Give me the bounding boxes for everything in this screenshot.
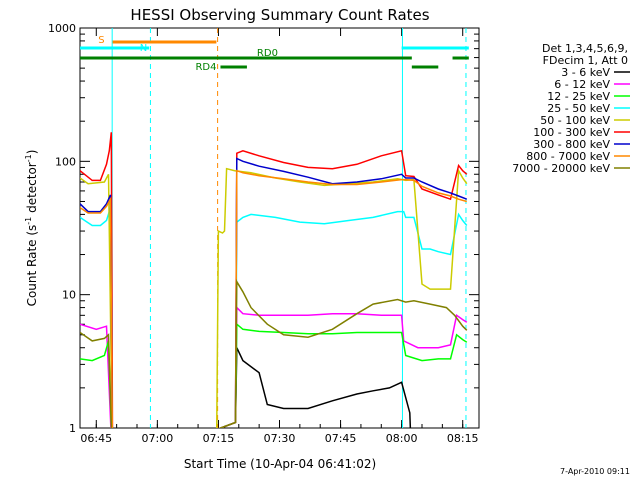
y-tick-label: 1000 bbox=[48, 22, 76, 35]
legend-label: 800 - 7000 keV bbox=[526, 150, 610, 163]
x-tick-label: 06:45 bbox=[80, 432, 112, 445]
legend-label: 300 - 800 keV bbox=[533, 138, 610, 151]
x-axis-label: Start Time (10-Apr-04 06:41:02) bbox=[184, 457, 376, 471]
flag-label: RD0 bbox=[257, 48, 278, 59]
series-line bbox=[80, 207, 468, 428]
flag-label: S bbox=[98, 35, 104, 46]
x-tick-label: 08:15 bbox=[447, 432, 479, 445]
series-line bbox=[80, 305, 468, 428]
flag-label: N bbox=[140, 43, 147, 54]
legend-label: 12 - 25 keV bbox=[547, 90, 610, 103]
flag-bars: S N RD0 RD4 bbox=[80, 35, 469, 73]
chart-title: HESSI Observing Summary Count Rates bbox=[130, 6, 429, 24]
legend: Det 1,3,4,5,6,9, FDecim 1, Att 0 3 - 6 k… bbox=[512, 42, 630, 175]
plot-frame bbox=[79, 27, 480, 429]
x-tick-label: 07:45 bbox=[325, 432, 357, 445]
flag-label: RD4 bbox=[195, 62, 216, 73]
legend-label: 50 - 100 keV bbox=[540, 114, 610, 127]
x-axis: 06:45 07:00 07:15 07:30 07:45 08:00 08:15 bbox=[80, 28, 479, 445]
x-tick-label: 07:00 bbox=[142, 432, 174, 445]
series-line bbox=[80, 157, 468, 428]
legend-label: 6 - 12 keV bbox=[554, 78, 610, 91]
legend-header-1: Det 1,3,4,5,6,9, bbox=[542, 42, 628, 55]
y-axis-label: Count Rate (s-1 detector-1) bbox=[24, 150, 39, 307]
series-line bbox=[80, 167, 468, 428]
x-tick-label: 07:15 bbox=[203, 432, 235, 445]
series-line bbox=[80, 169, 468, 428]
x-tick-label: 08:00 bbox=[386, 432, 418, 445]
legend-header-2: FDecim 1, Att 0 bbox=[543, 54, 628, 67]
series-line bbox=[80, 132, 468, 428]
legend-label: 100 - 300 keV bbox=[533, 126, 610, 139]
legend-label: 3 - 6 keV bbox=[561, 66, 610, 79]
y-axis: 1 10 100 1000 bbox=[48, 22, 479, 435]
series-line bbox=[234, 347, 412, 428]
vertical-markers bbox=[111, 28, 467, 428]
y-tick-label: 1 bbox=[69, 422, 76, 435]
x-tick-label: 07:30 bbox=[264, 432, 296, 445]
series-lines bbox=[80, 132, 468, 428]
y-tick-label: 100 bbox=[55, 155, 76, 168]
footer-timestamp: 7-Apr-2010 09:11 bbox=[560, 467, 630, 476]
series-line bbox=[80, 279, 468, 428]
legend-label: 25 - 50 keV bbox=[547, 102, 610, 115]
y-tick-label: 10 bbox=[62, 289, 76, 302]
legend-label: 7000 - 20000 keV bbox=[512, 162, 610, 175]
series-line bbox=[80, 322, 468, 428]
